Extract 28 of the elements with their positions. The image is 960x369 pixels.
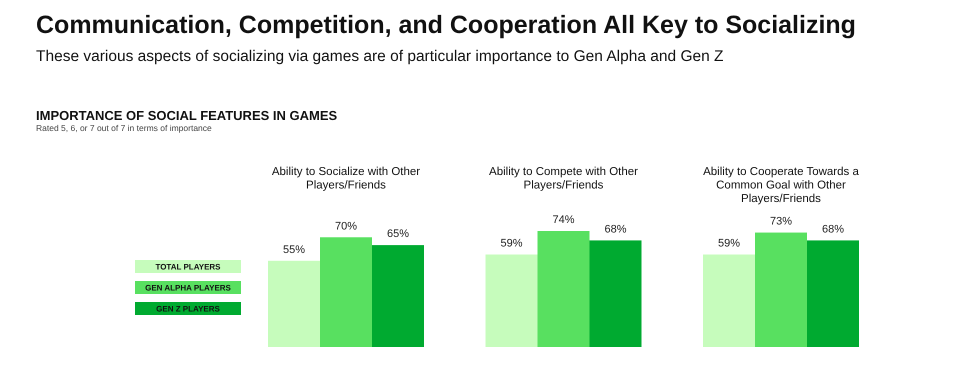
data-label: 74%	[552, 214, 575, 226]
bar	[590, 240, 642, 347]
data-label: 70%	[334, 220, 358, 232]
data-label: 68%	[822, 223, 844, 236]
data-label: 68%	[604, 223, 627, 236]
text: TOTAL PLAYERS	[155, 262, 222, 272]
x-tick-label: Ability to Cooperate Towards a Common Goal with Other Players/Friends	[703, 166, 860, 205]
data-label: 73%	[770, 216, 792, 228]
x-tick-label: Ability to Compete with Other Players/Friends	[489, 166, 638, 192]
bar	[320, 237, 372, 347]
bar	[755, 232, 807, 347]
text: Rated 5, 6, or 7 out of 7 in terms of importance	[36, 123, 212, 133]
text: IMPORTANCE OF SOCIAL FEATURES IN GAMES	[36, 108, 338, 123]
data-label: 59%	[500, 238, 523, 250]
chart-subtitle: These various aspects of socializing via games are of particular importance to Gen Alpha and Gen Z	[36, 48, 724, 65]
bar	[486, 254, 538, 347]
data-label: 55%	[282, 244, 306, 256]
bar	[807, 240, 859, 347]
chart-title: Communication, Competition, and Cooperation All Key to Socializing	[36, 11, 856, 39]
bar	[372, 245, 424, 347]
text: GEN ALPHA PLAYERS	[145, 284, 232, 292]
x-tick-label: Ability to Socialize with Other Players/Friends	[272, 166, 420, 192]
bar	[538, 231, 590, 347]
bar	[703, 254, 755, 347]
data-label: 59%	[718, 238, 740, 250]
text: GEN Z PLAYERS	[156, 304, 221, 314]
bar	[268, 260, 320, 347]
data-label: 65%	[386, 228, 410, 240]
